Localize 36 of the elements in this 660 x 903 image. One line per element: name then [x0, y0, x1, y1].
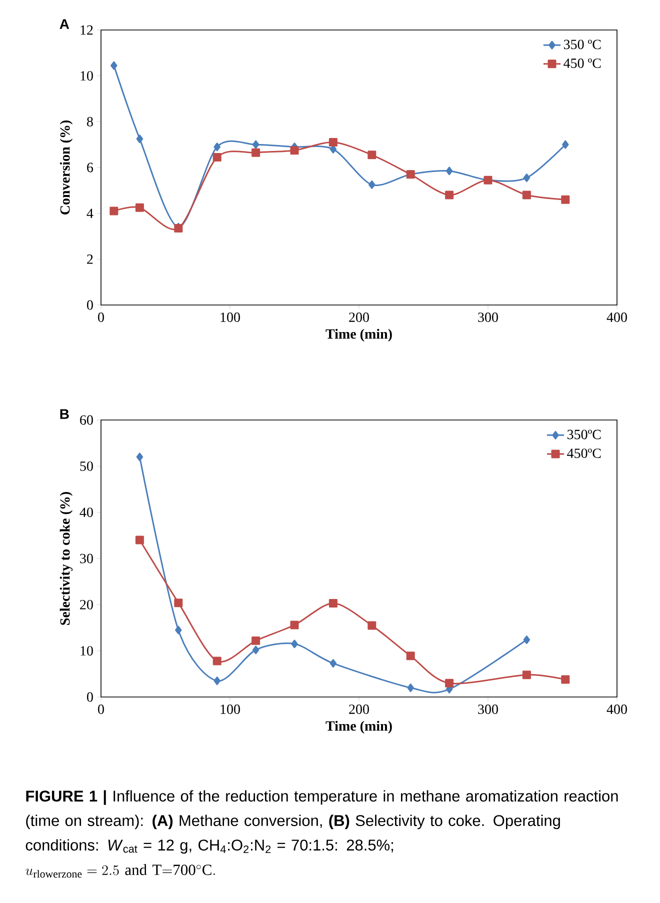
- legend-label: 350ºC: [567, 430, 601, 440]
- x-axis-title: Time (min): [326, 328, 392, 342]
- x-tick-label: 100: [220, 704, 240, 714]
- y-tick-label: 6: [87, 162, 94, 172]
- x-tick-label: 0: [98, 312, 104, 322]
- legend-label: 450 ºC: [564, 58, 601, 68]
- y-tick-label: 20: [80, 600, 93, 610]
- legend-label: 350 ºC: [564, 40, 601, 50]
- text: FIGURE 1 | Influence of the reduction temperature in methane aromatization reaction (time on stream): (A) Methane conversion, (B) Selectivity to coke. Operating conditions: W$_{cat}$ = 12 g, CH$_{4}$:O$_{2}$:N$_{2}$ = 70:1.5: 28.5%;: [26, 790, 618, 854]
- y-tick-label: 0: [87, 692, 93, 702]
- y-tick-label: 50: [80, 461, 93, 471]
- x-tick-label: 300: [478, 704, 498, 714]
- y-tick-label: 2: [87, 254, 93, 264]
- x-tick-label: 200: [349, 312, 369, 322]
- x-tick-label: 400: [606, 704, 627, 714]
- y-tick-label: 10: [80, 646, 93, 656]
- y-tick-label: 4: [86, 208, 94, 218]
- y-tick-label: 60: [80, 415, 93, 425]
- x-tick-label: 300: [478, 312, 498, 322]
- y-tick-label: 12: [80, 25, 93, 35]
- y-tick-label: 30: [80, 554, 93, 564]
- y-tick-label: 8: [87, 116, 93, 126]
- y-tick-label: 0: [87, 300, 93, 310]
- x-axis-title: Time (min): [326, 720, 392, 734]
- y-tick-label: 10: [80, 71, 93, 81]
- y-axis-title: Selectivity to coke (%): [60, 492, 73, 625]
- legend-label: 450ºC: [567, 448, 601, 458]
- text: $u_{\mathrm{rlowerzone}} = 2.5\ \mathrm{and\ T{=}700^{\circ}C.}$: [26, 864, 215, 878]
- y-tick-label: 40: [80, 508, 93, 518]
- y-axis-title: Conversion (%): [60, 120, 73, 214]
- x-tick-label: 200: [349, 704, 369, 714]
- x-tick-label: 100: [220, 312, 240, 322]
- chart-title: A: [60, 19, 70, 29]
- chart-title: B: [60, 409, 69, 419]
- x-tick-label: 0: [98, 704, 104, 714]
- x-tick-label: 400: [606, 312, 627, 322]
